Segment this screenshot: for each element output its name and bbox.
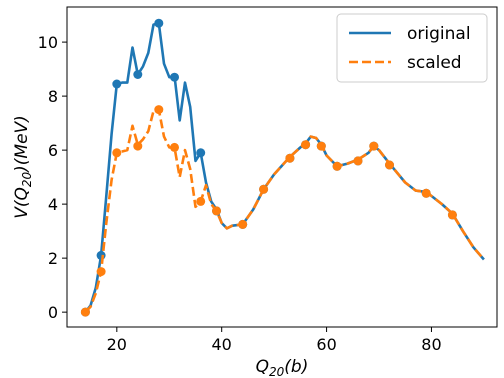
data-point-scaled <box>96 267 106 277</box>
y-tick-label: 8 <box>48 87 58 106</box>
y-axis-label-main: V(Q <box>12 187 32 219</box>
data-point-original <box>196 148 206 158</box>
y-tick-label: 4 <box>48 195 58 214</box>
x-axis-label-main: Q <box>256 357 269 377</box>
x-axis-label-subscript: 20 <box>269 365 285 378</box>
data-point-original <box>112 79 122 89</box>
x-tick-label: 20 <box>107 335 127 354</box>
y-axis-label-subscript: 20 <box>20 172 34 188</box>
data-point-original <box>154 18 164 28</box>
axes-frame <box>66 6 498 328</box>
legend-label-original: original <box>407 24 471 44</box>
data-point-scaled <box>332 161 342 171</box>
data-point-scaled <box>369 141 379 151</box>
data-point-original <box>133 70 143 79</box>
y-axis-label-unit: )(MeV) <box>12 115 32 174</box>
data-point-scaled <box>238 219 248 229</box>
data-point-scaled <box>80 307 90 317</box>
data-point-scaled <box>301 140 311 150</box>
y-tick-label: 2 <box>48 249 58 268</box>
x-tick-label: 60 <box>316 335 336 354</box>
data-point-scaled <box>353 156 363 166</box>
x-tick-label: 40 <box>212 335 232 354</box>
y-axis-label: V(Q20)(MeV) <box>12 115 34 219</box>
series-scaled <box>80 105 485 317</box>
data-point-scaled <box>259 184 269 194</box>
x-axis-ticks: 20 40 60 80 <box>107 327 442 354</box>
y-axis-ticks: 0 2 4 6 8 10 <box>38 33 67 322</box>
legend-label-scaled: scaled <box>407 53 462 73</box>
data-point-scaled <box>447 210 457 220</box>
data-point-scaled <box>212 206 221 216</box>
data-point-scaled <box>316 141 326 151</box>
y-tick-label: 0 <box>48 303 58 322</box>
data-point-scaled <box>285 153 295 163</box>
data-point-scaled <box>170 142 179 152</box>
x-axis-label-unit: (b) <box>284 357 308 377</box>
legend: original scaled <box>336 13 488 83</box>
x-axis-label: Q20(b) <box>256 357 309 378</box>
data-point-scaled <box>196 196 206 206</box>
data-point-scaled <box>421 188 431 198</box>
y-tick-label: 10 <box>38 33 58 52</box>
x-tick-label: 80 <box>421 335 441 354</box>
data-point-original <box>96 250 106 260</box>
y-tick-label: 6 <box>48 141 58 160</box>
data-point-scaled <box>154 105 164 115</box>
data-point-original <box>170 72 179 82</box>
data-point-scaled <box>133 141 143 151</box>
legend-box <box>336 13 488 83</box>
data-point-scaled <box>385 160 394 170</box>
data-point-scaled <box>112 148 122 158</box>
plot-area <box>80 18 485 317</box>
